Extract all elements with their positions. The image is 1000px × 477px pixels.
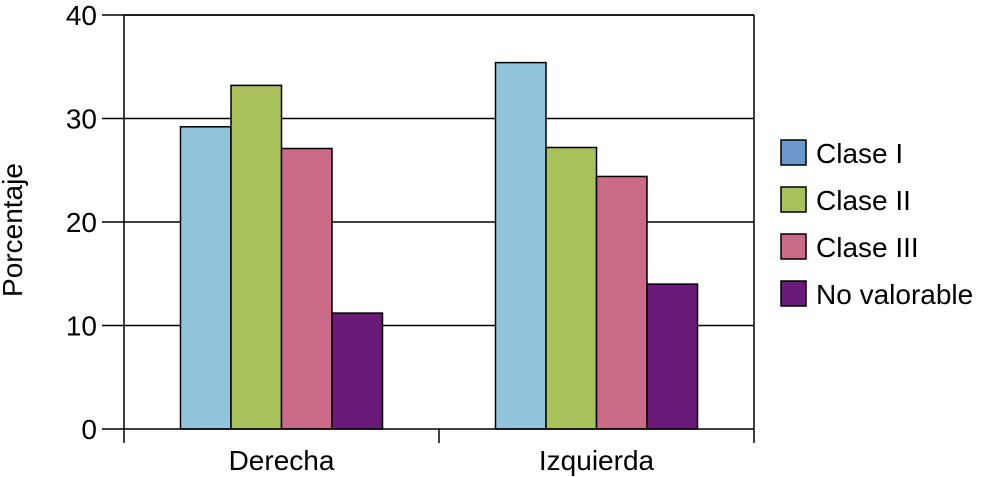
x-tick-label-izquierda: Izquierda	[539, 445, 655, 476]
legend: Clase I Clase II Clase III No valorable	[780, 138, 973, 310]
legend-label-clase-i: Clase I	[816, 138, 903, 169]
legend-swatch-no-valorable	[780, 280, 807, 307]
bars	[179, 61, 699, 430]
bar-clase-ii-derecha	[230, 84, 283, 430]
legend-swatch-clase-ii	[780, 186, 807, 213]
legend-swatch-clase-iii	[780, 233, 807, 260]
y-tick-label-30: 30	[66, 104, 97, 135]
axes: Derecha Izquierda 0 10 20 30 40	[66, 0, 755, 476]
y-tick-label-10: 10	[66, 311, 97, 342]
legend-label-clase-ii: Clase II	[816, 185, 911, 216]
y-tick-label-0: 0	[81, 414, 97, 445]
legend-label-no-valorable: No valorable	[816, 279, 973, 310]
y-axis-title: Porcentaje	[0, 163, 28, 297]
legend-swatch-clase-i	[780, 139, 807, 166]
bar-clase-ii-izquierda	[545, 146, 598, 430]
bar-no-valorable-izquierda	[646, 283, 699, 430]
y-tick-label-40: 40	[66, 0, 97, 31]
x-tick-label-derecha: Derecha	[229, 445, 335, 476]
bar-no-valorable-derecha	[331, 312, 384, 430]
bar-clase-i-izquierda	[494, 61, 547, 430]
bar-clase-i-derecha	[179, 126, 232, 430]
bar-clase-iii-izquierda	[595, 175, 648, 430]
legend-label-clase-iii: Clase III	[816, 232, 919, 263]
bar-clase-iii-derecha	[280, 147, 333, 430]
y-tick-label-20: 20	[66, 207, 97, 238]
